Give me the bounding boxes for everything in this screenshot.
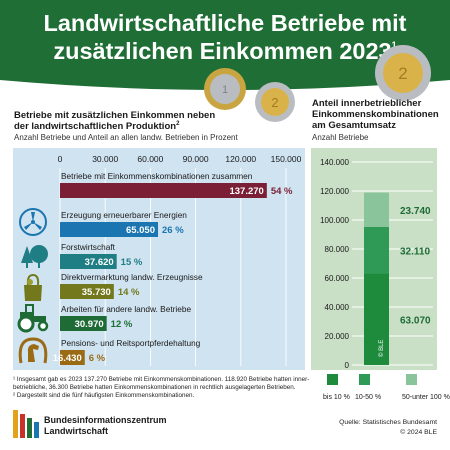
category-label: Arbeiten für andere landw. Betriebe: [61, 304, 191, 314]
left-chart-footnote-mark: 2: [176, 121, 180, 127]
left-chart-title-line2: der landwirtschaftlichen Produktion2: [14, 121, 179, 132]
source-text: Quelle: Statistisches Bundesamt: [339, 419, 437, 426]
segment-value-label: 23.740: [400, 206, 431, 217]
watermark: © BLE: [378, 340, 385, 357]
header-banner: Landwirtschaftliche Betriebe mit zusätzl…: [0, 0, 450, 92]
stacked-segment: [364, 192, 389, 227]
y-tick-label: 60.000: [325, 274, 350, 283]
left-chart-title-line1: Betriebe mit zusätzlichen Einkommen nebe…: [14, 110, 216, 121]
main-title-line2: zusätzlichen Einkommen 20231: [0, 38, 450, 65]
footnote-1-line2: betriebliche, 36.300 Betriebe hatten Ein…: [13, 384, 296, 391]
category-label: Betriebe mit Einkommenskombinationen zus…: [61, 171, 253, 181]
euro-coin-icon: 2: [255, 82, 295, 122]
legend-swatch: [406, 374, 417, 385]
y-tick-label: 120.000: [320, 187, 349, 196]
bar-percent-label: 15 %: [121, 257, 143, 268]
header-background: [0, 0, 450, 90]
y-tick-label: 20.000: [325, 332, 350, 341]
bar-percent-label: 54 %: [271, 186, 293, 197]
title-footnote-mark: 1: [391, 40, 397, 50]
y-tick-label: 140.000: [320, 158, 349, 167]
produce-bag-icon: [24, 273, 42, 301]
category-label: Forstwirtschaft: [61, 242, 116, 252]
main-title-line2-text: zusätzlichen Einkommen 2023: [53, 38, 392, 64]
y-tick-label: 0: [345, 361, 350, 370]
x-tick-label: 90.000: [183, 154, 209, 164]
legend-swatch: [359, 374, 370, 385]
tractor-icon: [17, 304, 49, 333]
bar-value-label: 30.970: [75, 319, 104, 330]
x-tick-label: 30.000: [92, 154, 118, 164]
bar-value-label: 137.270: [229, 186, 263, 197]
stacked-segment: [364, 226, 389, 274]
x-tick-label: 120.000: [225, 154, 256, 164]
right-chart-title-line2: Einkommenskombinationen: [312, 109, 439, 120]
x-tick-label: 0: [58, 154, 63, 164]
ble-logo-icon: [13, 410, 39, 438]
legend-label: 10-50 %: [355, 394, 381, 401]
bar: [60, 350, 85, 365]
y-tick-label: 40.000: [325, 303, 350, 312]
right-chart-title-line3: am Gesamtumsatz: [312, 120, 396, 131]
bar-percent-label: 14 %: [118, 287, 140, 298]
left-chart-subtitle: Anzahl Betriebe und Anteil an allen land…: [14, 133, 238, 142]
bar-value-label: 16.430: [53, 353, 82, 364]
right-chart-subtitle: Anzahl Betriebe: [312, 133, 369, 142]
bar-value-label: 65.050: [126, 225, 155, 236]
left-chart-title-line2-text: der landwirtschaftlichen Produktion: [14, 121, 177, 133]
right-chart-title-line1: Anteil innerbetrieblicher: [312, 98, 422, 109]
footnote-1-line1: ¹ Insgesamt gab es 2023 137.270 Betriebe…: [13, 376, 310, 383]
x-tick-label: 60.000: [137, 154, 163, 164]
bar: [60, 183, 267, 198]
segment-value-label: 63.070: [400, 315, 431, 326]
svg-text:2: 2: [398, 64, 407, 83]
y-tick-label: 80.000: [325, 245, 350, 254]
trees-icon: [21, 245, 48, 268]
bar-percent-label: 26 %: [162, 225, 184, 236]
bar-percent-label: 6 %: [89, 353, 106, 364]
bar: [60, 254, 117, 269]
svg-text:2: 2: [271, 95, 278, 110]
horse-icon: [18, 337, 48, 364]
main-title-line1: Landwirtschaftliche Betriebe mit: [43, 10, 407, 36]
euro-coin-icon: 2: [375, 45, 431, 101]
legend-swatch: [327, 374, 338, 385]
stacked-segment: [364, 273, 389, 365]
y-tick-label: 100.000: [320, 216, 349, 225]
x-tick-label: 150.000: [271, 154, 302, 164]
euro-coin-icon: 1: [204, 68, 246, 110]
copyright-text: © 2024 BLE: [400, 429, 437, 436]
bar: [60, 284, 114, 299]
footnote-2: ² Dargestellt sind die fünf häufigsten E…: [13, 392, 195, 399]
svg-text:1: 1: [222, 84, 228, 96]
category-label: Erzeugung erneuerbarer Energien: [61, 210, 187, 220]
bar: [60, 316, 107, 331]
legend-label: 50-unter 100 %: [402, 394, 450, 401]
org-name-line1: Bundesinformationszentrum: [44, 415, 167, 425]
org-name-line2: Landwirtschaft: [44, 426, 109, 436]
bar: [60, 222, 159, 237]
category-label: Pensions- und Reitsportpferdehaltung: [61, 338, 201, 348]
wind-turbine-icon: [19, 208, 47, 236]
bar-percent-label: 12 %: [111, 319, 133, 330]
category-label: Direktvermarktung landw. Erzeugnisse: [61, 272, 203, 282]
bar-value-label: 37.620: [85, 257, 114, 268]
legend-label: bis 10 %: [323, 394, 350, 401]
segment-value-label: 32.110: [400, 246, 430, 257]
bar-value-label: 35.730: [82, 287, 111, 298]
